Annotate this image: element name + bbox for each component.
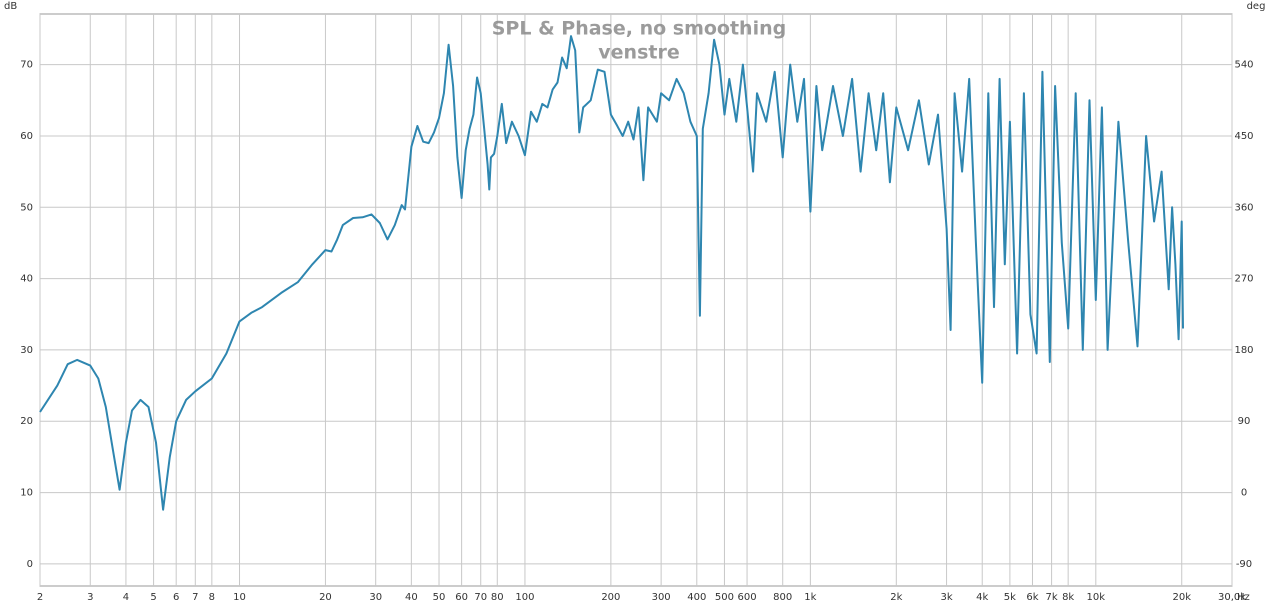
x-tick-label: 2k [890,592,902,603]
x-tick-label: 8 [209,592,215,603]
y2-tick-label: 540 [1234,60,1253,71]
x-tick-label: 7 [192,592,198,603]
y2-axis-label: deg [1247,1,1266,12]
y-tick-label: 50 [20,202,33,213]
x-tick-label: 80 [491,592,504,603]
x-tick-label: 8k [1062,592,1074,603]
x-tick-label: 7k [1046,592,1058,603]
x-tick-label: 5 [150,592,156,603]
y-tick-label: 20 [20,416,33,427]
chart-subtitle: venstre [598,42,679,64]
x-tick-label: 3k [940,592,952,603]
x-tick-label: 300 [652,592,671,603]
x-tick-label: 6 [173,592,179,603]
y-tick-label: 60 [20,131,33,142]
y-tick-label: 0 [27,559,33,570]
y-axis-label: dB [4,1,17,12]
x-tick-label: 600 [738,592,757,603]
x-tick-label: 4 [123,592,129,603]
x-tick-label: 70 [474,592,487,603]
x-tick-label: 20 [319,592,332,603]
y-tick-label: 10 [20,488,33,499]
x-tick-label: 3 [87,592,93,603]
x-tick-label: 30,0k [1218,592,1246,603]
chart-title: SPL & Phase, no smoothing [492,18,786,40]
x-tick-label: 5k [1004,592,1016,603]
x-tick-label: 60 [455,592,468,603]
y2-tick-label: 0 [1241,488,1247,499]
x-tick-label: 10k [1087,592,1106,603]
y2-tick-label: 180 [1234,345,1253,356]
x-tick-label: 50 [433,592,446,603]
x-tick-label: 6k [1026,592,1038,603]
x-tick-label: 20k [1172,592,1191,603]
x-tick-label: 10 [233,592,246,603]
y2-tick-label: 450 [1234,131,1253,142]
x-tick-label: 200 [601,592,620,603]
y2-tick-label: 270 [1234,274,1253,285]
plot-area [39,13,1233,587]
y2-tick-label: 360 [1234,202,1253,213]
x-tick-label: 4k [976,592,988,603]
x-tick-label: 800 [773,592,792,603]
spl-line [39,35,1184,511]
x-axis-label: Hz [1237,592,1250,603]
y-tick-label: 40 [20,274,33,285]
y2-tick-label: -90 [1236,559,1252,570]
y2-tick-label: 90 [1238,416,1251,427]
x-tick-label: 100 [515,592,534,603]
x-tick-label: 30 [369,592,382,603]
y-tick-label: 30 [20,345,33,356]
y-tick-label: 70 [20,60,33,71]
x-tick-label: 500 [715,592,734,603]
x-tick-label: 1k [804,592,816,603]
x-tick-label: 2 [37,592,43,603]
x-tick-label: 400 [687,592,706,603]
x-tick-label: 40 [405,592,418,603]
